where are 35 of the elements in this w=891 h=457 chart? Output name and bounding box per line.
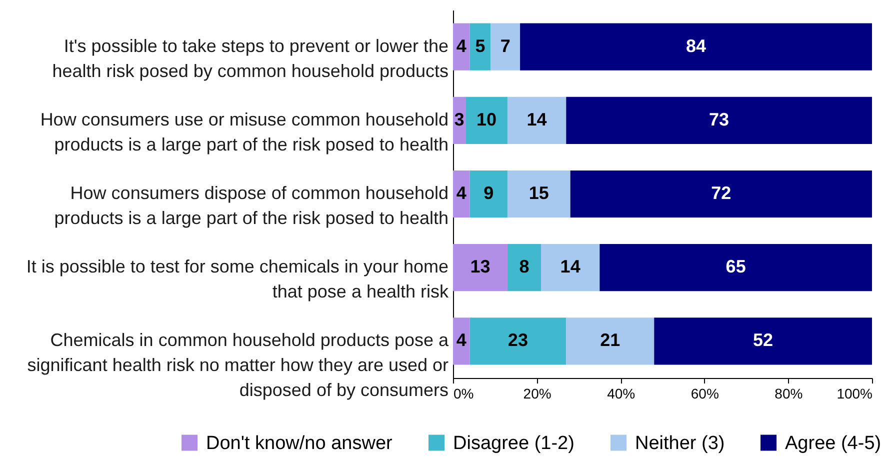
data-label: 4: [456, 330, 466, 350]
x-tick-label: 0%: [454, 386, 474, 402]
data-label: 72: [711, 183, 732, 203]
x-tick-label: 60%: [690, 386, 719, 402]
data-label: 8: [519, 256, 530, 277]
legend-label: Agree (4-5): [785, 432, 882, 454]
y-tick-label: It is possible to test for some chemicals in your home that pose a health risk: [26, 256, 450, 302]
y-tick-label: It's possible to take steps to prevent or lower the health risk posed by common household products: [52, 36, 448, 81]
x-tick-label: 80%: [774, 386, 803, 402]
x-tick-label: 20%: [523, 386, 552, 402]
data-label: 21: [600, 330, 620, 350]
data-label: 15: [528, 183, 549, 203]
x-tick-label: 40%: [607, 386, 636, 402]
data-label: 65: [726, 256, 746, 277]
data-label: 5: [475, 36, 486, 56]
x-tick-label: 100%: [836, 386, 872, 402]
data-label: 14: [526, 109, 547, 130]
data-label: 4: [456, 183, 466, 203]
data-label: 10: [476, 109, 497, 130]
data-label: 14: [560, 256, 580, 277]
data-label: 13: [470, 256, 490, 277]
data-label: 84: [686, 36, 706, 56]
legend-label: Don't know/no answer: [206, 432, 394, 454]
data-label: 23: [508, 330, 528, 350]
data-label: 7: [500, 36, 510, 56]
y-tick-label: How consumers dispose of common household products is a large part of the risk posed to health: [54, 183, 448, 228]
data-label: 9: [484, 183, 494, 203]
data-label: 73: [709, 109, 730, 130]
legend-label: Disagree (1-2): [453, 432, 574, 454]
data-label: 3: [454, 109, 464, 130]
y-tick-label: Chemicals in common household products pose a significant health risk no matter how they are used or disposed of by consumers: [27, 330, 450, 400]
legend-label: Neither (3): [635, 432, 725, 454]
y-tick-label: How consumers use or misuse common household products is a large part of the risk posed to health: [40, 109, 448, 154]
data-label: 4: [456, 36, 466, 56]
data-label: 52: [753, 330, 774, 350]
